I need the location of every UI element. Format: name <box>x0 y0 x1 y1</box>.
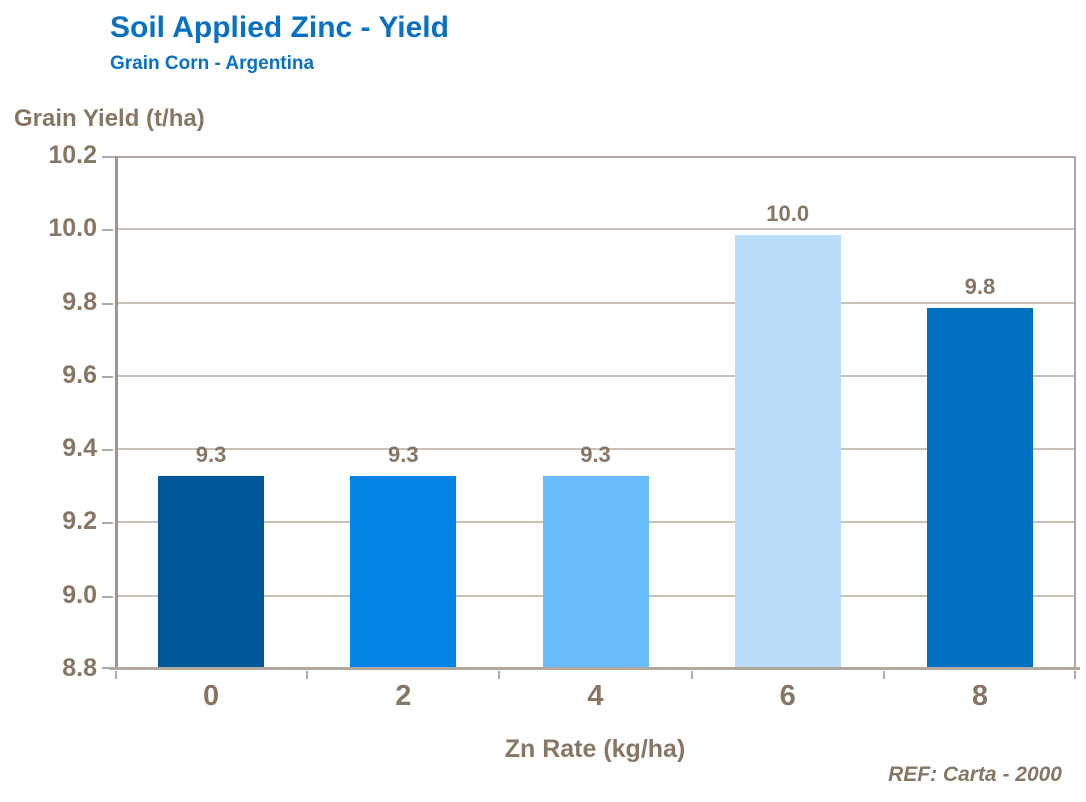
y-axis-tick <box>102 596 113 598</box>
horizontal-gridline <box>118 448 1074 450</box>
bar-zn-rate-4 <box>543 476 649 667</box>
x-axis-tick-label: 4 <box>587 680 604 712</box>
x-axis-tick-label: 8 <box>971 680 988 712</box>
y-axis-tick-label: 10.2 <box>48 141 97 169</box>
bar-zn-rate-6 <box>735 235 841 667</box>
y-axis-tick <box>102 376 113 378</box>
y-axis-tick-label: 9.4 <box>62 434 97 462</box>
y-axis-tick <box>102 229 113 231</box>
x-axis-title: Zn Rate (kg/ha) <box>504 735 686 763</box>
y-axis-tick <box>102 522 113 524</box>
chart-title: Soil Applied Zinc - Yield <box>110 11 449 44</box>
horizontal-gridline <box>118 228 1074 230</box>
x-axis-tick <box>498 671 500 679</box>
x-axis-tick <box>1074 671 1076 679</box>
bar-zn-rate-8 <box>927 308 1033 667</box>
y-axis-tick <box>102 156 113 158</box>
x-axis-line <box>109 667 1080 670</box>
chart-subtitle: Grain Corn - Argentina <box>110 53 315 74</box>
bar-value-label: 9.3 <box>580 442 611 467</box>
bar-zn-rate-0 <box>158 476 264 667</box>
x-axis-tick-label: 6 <box>779 680 796 712</box>
horizontal-gridline <box>118 375 1074 377</box>
bar-zn-rate-2 <box>350 476 456 667</box>
plot-right-border <box>1074 156 1076 669</box>
y-axis-tick-label: 8.8 <box>62 654 97 682</box>
bar-value-label: 9.8 <box>964 274 996 299</box>
x-axis-tick <box>691 671 693 679</box>
y-axis-line <box>115 156 118 669</box>
y-axis-tick-label: 10.0 <box>48 214 97 242</box>
horizontal-gridline <box>118 302 1074 304</box>
x-axis-tick <box>115 671 117 679</box>
y-axis-title: Grain Yield (t/ha) <box>14 105 205 132</box>
y-axis-tick-label: 9.8 <box>62 288 97 316</box>
bar-value-label: 9.3 <box>195 442 227 467</box>
y-axis-tick-label: 9.2 <box>62 507 97 535</box>
x-axis-tick <box>306 671 308 679</box>
x-axis-tick <box>883 671 885 679</box>
bar-value-label: 10.0 <box>766 201 810 226</box>
y-axis-tick-label: 9.0 <box>62 581 97 609</box>
y-axis-tick-label: 9.6 <box>62 361 97 389</box>
y-axis-tick <box>102 449 113 451</box>
reference-text: REF: Carta - 2000 <box>888 763 1062 786</box>
bar-value-label: 9.3 <box>388 442 419 467</box>
x-axis-tick-label: 2 <box>395 680 412 712</box>
y-axis-tick <box>102 667 113 669</box>
plot-area: 9.3 9.3 9.3 10.0 9.8 <box>102 156 1080 679</box>
y-axis-tick <box>102 303 113 305</box>
plot-top-border <box>105 156 1076 158</box>
x-axis-tick-label: 0 <box>203 680 220 712</box>
